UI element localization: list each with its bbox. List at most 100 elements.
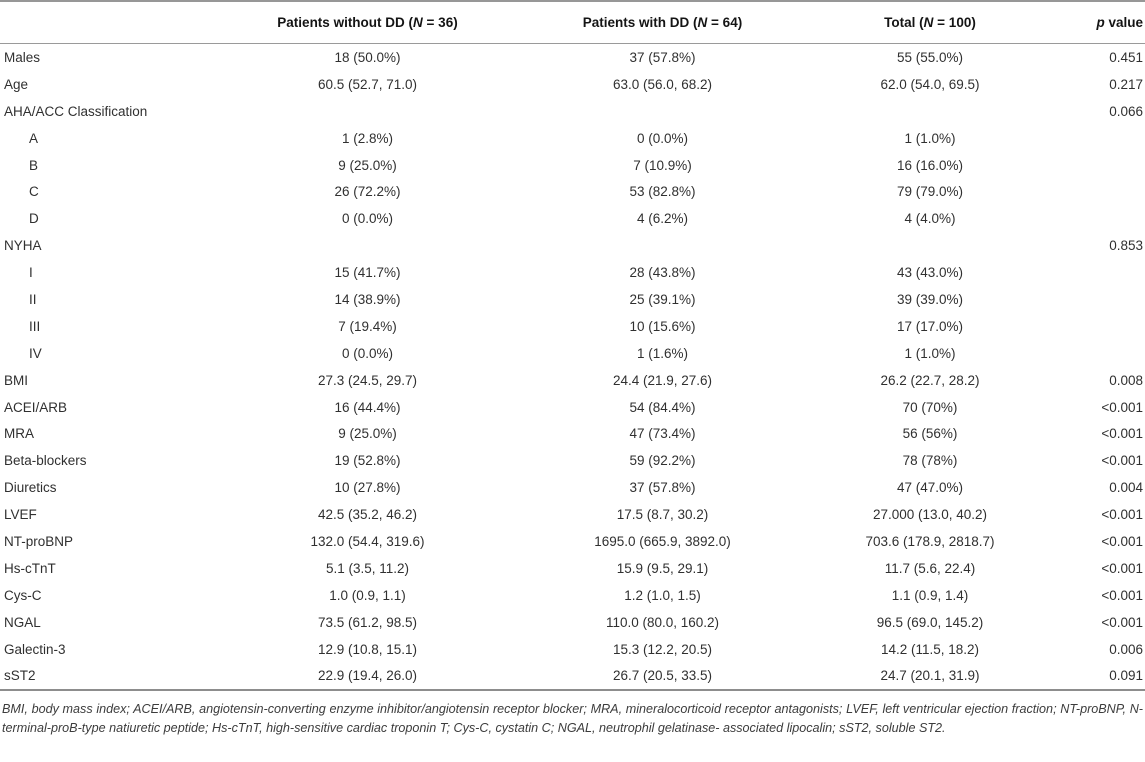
table-row: Galectin-3 12.9 (10.8, 15.1) 15.3 (12.2, 2… <box>0 636 1145 663</box>
cell-total: 79 (79.0%) <box>896 184 964 200</box>
cell-with-dd: 59 (92.2%) <box>629 453 696 469</box>
cell-total: 703.6 (178.9, 2818.7) <box>865 533 995 549</box>
cell-with-dd: 63.0 (56.0, 68.2) <box>612 76 713 92</box>
table-row: B 9 (25.0%) 7 (10.9%) 16 (16.0%) <box>0 152 1145 179</box>
cell-p-value: <0.001 <box>1101 453 1143 469</box>
header-patients-without-dd: Patients without DD (N = 36) <box>240 1 495 44</box>
cell-without-dd: 15 (41.7%) <box>334 265 401 281</box>
cell-p-value: 0.066 <box>1109 103 1143 119</box>
row-label: Galectin-3 <box>4 641 66 657</box>
cell-without-dd: 60.5 (52.7, 71.0) <box>317 76 418 92</box>
table-row: Diuretics 10 (27.8%) 37 (57.8%) 47 (47.0%) 0… <box>0 474 1145 501</box>
table-row: III 7 (19.4%) 10 (15.6%) 17 (17.0%) <box>0 313 1145 340</box>
cell-total: 11.7 (5.6, 22.4) <box>884 560 976 576</box>
cell-total: 55 (55.0%) <box>896 49 964 65</box>
cell-without-dd: 12.9 (10.8, 15.1) <box>317 641 418 657</box>
cell-p-value <box>1030 125 1145 152</box>
cell-p-value: 0.217 <box>1109 76 1143 92</box>
cell-with-dd: 37 (57.8%) <box>629 49 696 65</box>
cell-without-dd: 0 (0.0%) <box>341 345 394 361</box>
cell-p-value: 0.008 <box>1109 372 1143 388</box>
cell-with-dd: 37 (57.8%) <box>629 480 696 496</box>
cell-with-dd: 0 (0.0%) <box>636 130 689 146</box>
cell-total: 56 (56%) <box>902 426 958 442</box>
cell-with-dd: 1.2 (1.0, 1.5) <box>624 587 701 603</box>
cell-p-value: 0.853 <box>1109 238 1143 254</box>
table-row: IV 0 (0.0%) 1 (1.6%) 1 (1.0%) <box>0 340 1145 367</box>
cell-without-dd: 1.0 (0.9, 1.1) <box>329 587 406 603</box>
table-row: D 0 (0.0%) 4 (6.2%) 4 (4.0%) <box>0 205 1145 232</box>
cell-without-dd: 14 (38.9%) <box>334 291 401 307</box>
cell-with-dd: 7 (10.9%) <box>633 157 692 173</box>
cell-without-dd: 9 (25.0%) <box>338 157 397 173</box>
cell-with-dd: 54 (84.4%) <box>629 399 696 415</box>
header-text: = 100) <box>933 15 976 30</box>
row-label: IV <box>29 345 42 361</box>
header-text: = 36) <box>422 15 458 30</box>
cell-total: 27.000 (13.0, 40.2) <box>872 507 988 523</box>
cell-without-dd: 0 (0.0%) <box>341 211 394 227</box>
cell-with-dd: 17.5 (8.7, 30.2) <box>616 507 709 523</box>
cell-total: 47 (47.0%) <box>896 480 964 496</box>
row-label: ACEI/ARB <box>4 399 68 415</box>
table-row: Beta-blockers 19 (52.8%) 59 (92.2%) 78 (78%… <box>0 447 1145 474</box>
cell-total: 4 (4.0%) <box>904 211 956 227</box>
cell-with-dd: 15.9 (9.5, 29.1) <box>616 560 709 576</box>
row-label: NT-proBNP <box>4 533 74 549</box>
cell-without-dd: 5.1 (3.5, 11.2) <box>325 560 410 576</box>
cell-without-dd: 16 (44.4%) <box>334 399 401 415</box>
table-row: Cys-C 1.0 (0.9, 1.1) 1.2 (1.0, 1.5) 1.1 (0.… <box>0 582 1145 609</box>
row-label: NYHA <box>4 238 42 254</box>
cell-p-value: <0.001 <box>1101 507 1143 523</box>
cell-total: 17 (17.0%) <box>896 318 964 334</box>
cell-total: 62.0 (54.0, 69.5) <box>880 76 980 92</box>
header-p-value: p value <box>1030 1 1145 44</box>
table-row: NGAL 73.5 (61.2, 98.5) 110.0 (80.0, 160.2)… <box>0 609 1145 636</box>
cell-without-dd: 7 (19.4%) <box>338 318 397 334</box>
cell-with-dd: 1 (1.6%) <box>636 345 689 361</box>
table-row: Males 18 (50.0%) 37 (57.8%) 55 (55.0%) 0.451 <box>0 44 1145 71</box>
table-header-row: Patients without DD (N = 36) Patients wi… <box>0 1 1145 44</box>
cell-p-value <box>1030 152 1145 179</box>
cell-without-dd <box>240 232 495 259</box>
cell-p-value: <0.001 <box>1101 587 1143 603</box>
cell-without-dd: 22.9 (19.4, 26.0) <box>317 668 418 684</box>
row-label: AHA/ACC Classification <box>4 103 148 119</box>
cell-p-value: 0.006 <box>1109 641 1143 657</box>
cell-total: 70 (70%) <box>902 399 958 415</box>
patient-characteristics-table: Patients without DD (N = 36) Patients wi… <box>0 0 1145 692</box>
header-n-italic: N <box>413 15 423 30</box>
table-row: I 15 (41.7%) 28 (43.8%) 43 (43.0%) <box>0 259 1145 286</box>
cell-total: 1 (1.0%) <box>904 345 956 361</box>
cell-without-dd: 132.0 (54.4, 319.6) <box>310 533 425 549</box>
table-row: ACEI/ARB 16 (44.4%) 54 (84.4%) 70 (70%) <0.0… <box>0 394 1145 421</box>
row-label: NGAL <box>4 614 41 630</box>
cell-p-value: 0.451 <box>1109 49 1143 65</box>
cell-total: 39 (39.0%) <box>896 291 964 307</box>
table-body: Males 18 (50.0%) 37 (57.8%) 55 (55.0%) 0.451… <box>0 44 1145 691</box>
table-row: LVEF 42.5 (35.2, 46.2) 17.5 (8.7, 30.2) 27.… <box>0 501 1145 528</box>
header-n-italic: N <box>923 15 934 30</box>
cell-without-dd: 9 (25.0%) <box>338 426 397 442</box>
cell-without-dd: 27.3 (24.5, 29.7) <box>317 372 418 388</box>
table-row: NYHA 0.853 <box>0 232 1145 259</box>
header-empty <box>0 1 240 44</box>
row-label: LVEF <box>4 507 37 523</box>
header-text: = 64) <box>707 15 743 30</box>
cell-p-value: <0.001 <box>1101 560 1143 576</box>
cell-without-dd: 1 (2.8%) <box>341 130 394 146</box>
table-row: BMI 27.3 (24.5, 29.7) 24.4 (21.9, 27.6) 26.… <box>0 367 1145 394</box>
cell-total: 43 (43.0%) <box>896 265 964 281</box>
row-label: III <box>29 318 41 334</box>
cell-with-dd: 4 (6.2%) <box>636 211 689 227</box>
cell-without-dd: 26 (72.2%) <box>334 184 401 200</box>
table-row: NT-proBNP 132.0 (54.4, 319.6) 1695.0 (665.… <box>0 528 1145 555</box>
table-row: Age 60.5 (52.7, 71.0) 63.0 (56.0, 68.2) 62.… <box>0 71 1145 98</box>
cell-total: 24.7 (20.1, 31.9) <box>880 668 980 684</box>
header-p-italic: p <box>1096 15 1105 30</box>
cell-total: 1.1 (0.9, 1.4) <box>891 587 969 603</box>
row-label: C <box>29 184 39 200</box>
cell-with-dd: 26.7 (20.5, 33.5) <box>612 668 713 684</box>
cell-p-value: <0.001 <box>1101 426 1143 442</box>
